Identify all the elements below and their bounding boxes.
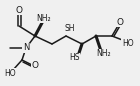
Text: HO: HO xyxy=(4,69,16,77)
Text: O: O xyxy=(16,6,23,15)
Text: O: O xyxy=(116,17,123,26)
Text: HS: HS xyxy=(69,53,79,63)
Text: NH₂: NH₂ xyxy=(97,50,111,58)
Text: N: N xyxy=(23,44,29,52)
Text: NH₂: NH₂ xyxy=(37,14,51,23)
Text: O: O xyxy=(32,61,38,71)
Text: SH: SH xyxy=(65,23,75,33)
Text: HO: HO xyxy=(122,39,134,47)
